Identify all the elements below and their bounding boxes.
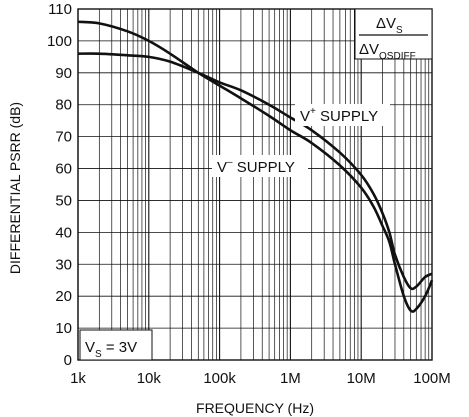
tick-labels: 0 10 20 30 40 50 60 70 80 90 100 110 1k 10k 100k 1M 10M 1… (47, 1, 451, 387)
x-tick-label: 100k (203, 370, 236, 387)
x-tick-label: 10k (137, 370, 162, 387)
ratio-numerator: ΔVS (376, 15, 403, 36)
x-axis-label: FREQUENCY (Hz) (196, 400, 314, 416)
ratio-denominator: ΔVOSDIFF (359, 41, 416, 62)
y-tick-label: 80 (55, 97, 72, 114)
vminus-supply-line (77, 20, 434, 313)
y-tick-label: 30 (55, 256, 72, 273)
vs-condition-box (79, 329, 153, 361)
y-tick-label: 110 (48, 1, 72, 18)
ratio-box (354, 8, 433, 60)
x-tick-label: 10M (347, 370, 376, 387)
y-tick-label: 70 (55, 129, 72, 146)
y-tick-label: 40 (55, 224, 72, 241)
y-axis-label: DIFFERENTIAL PSRR (dB) (7, 102, 23, 274)
x-tick-label: 100M (413, 370, 451, 387)
y-tick-label: 100 (47, 33, 72, 50)
x-tick-label: 1k (70, 370, 86, 387)
y-tick-label: 10 (55, 320, 72, 337)
vminus-series-label: V– SUPPLY (217, 157, 295, 176)
y-tick-label: 90 (55, 65, 72, 82)
vplus-series-label: V+ SUPPLY (300, 106, 378, 125)
vplus-label-bg (295, 104, 390, 126)
plot-frame (77, 8, 433, 361)
y-tick-label: 50 (55, 192, 72, 209)
y-tick-label: 20 (55, 288, 72, 305)
vminus-label-bg (212, 155, 308, 177)
vs-condition-label: VS = 3V (85, 339, 137, 360)
y-tick-label: 0 (64, 352, 72, 369)
vplus-supply-line (77, 52, 433, 291)
x-tick-label: 1M (280, 370, 301, 387)
y-tick-label: 60 (55, 161, 72, 178)
series-lines (77, 20, 434, 313)
